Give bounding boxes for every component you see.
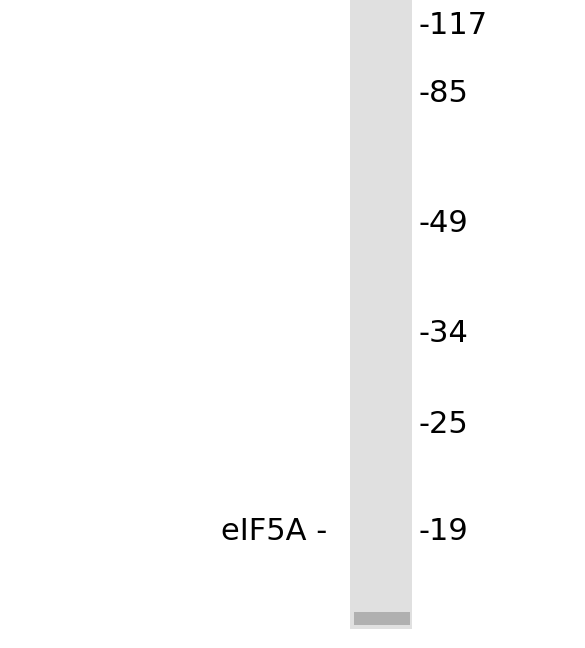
Text: -34: -34	[418, 319, 468, 348]
Text: -49: -49	[418, 209, 468, 238]
Text: -85: -85	[418, 80, 468, 108]
Bar	[354, 612, 410, 625]
Bar	[350, 0, 412, 629]
Text: -25: -25	[418, 410, 468, 439]
Text: -117: -117	[418, 12, 487, 40]
Text: -19: -19	[418, 517, 468, 546]
Text: eIF5A -: eIF5A -	[221, 517, 328, 546]
